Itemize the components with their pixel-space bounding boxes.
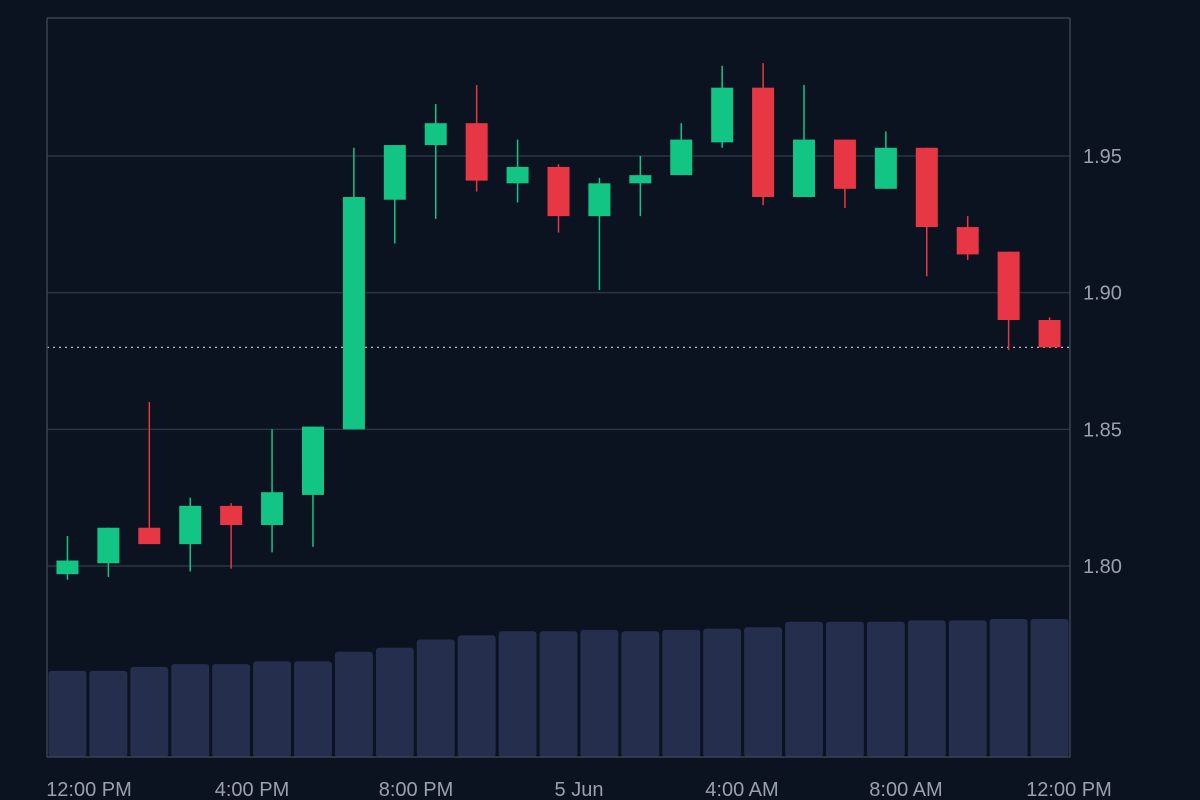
volume-bar	[785, 621, 823, 757]
candle-body	[383, 145, 406, 200]
y-tick-label: 1.80	[1083, 556, 1122, 578]
volume-bar	[457, 635, 496, 757]
candle-body	[138, 527, 161, 545]
volume-bar	[212, 664, 251, 757]
candle-body	[752, 87, 775, 197]
volume-bar	[580, 629, 619, 757]
volume-bar	[130, 666, 169, 757]
candle-body	[1038, 320, 1061, 348]
x-tick-label: 5 Jun	[555, 779, 604, 800]
volume-bar	[253, 661, 292, 757]
candle-body	[342, 197, 365, 430]
volume-bar	[539, 631, 578, 757]
candle-body	[793, 139, 816, 197]
x-tick-label: 8:00 PM	[379, 779, 453, 800]
y-tick-label: 1.85	[1083, 419, 1122, 441]
volume-bar	[989, 619, 1028, 757]
volume-bar	[621, 631, 660, 757]
volume-bar	[662, 629, 701, 757]
candle-body	[956, 227, 979, 255]
volume-bar	[907, 620, 946, 757]
candle-body	[670, 139, 693, 176]
candle-body	[179, 505, 202, 545]
volume-bar	[1030, 619, 1069, 757]
volume-bar	[498, 631, 537, 757]
x-tick-label: 4:00 PM	[215, 779, 289, 800]
x-tick-label: 8:00 AM	[869, 779, 942, 800]
candle-body	[588, 183, 611, 217]
volume-bar	[48, 670, 87, 757]
y-tick-label: 1.90	[1083, 283, 1122, 305]
volume-bar	[703, 628, 742, 757]
candle-body	[301, 426, 324, 495]
candle-body	[465, 123, 488, 181]
x-tick-label: 12:00 PM	[46, 779, 132, 800]
candle-body	[629, 175, 652, 184]
volume-bar	[294, 661, 332, 757]
volume-bar	[948, 620, 987, 757]
candle-body	[997, 251, 1020, 320]
candle-body	[220, 505, 243, 525]
x-tick-label: 4:00 AM	[705, 779, 778, 800]
candle-body	[711, 87, 734, 143]
volume-bar	[375, 647, 414, 757]
candle-body	[547, 166, 570, 217]
y-tick-label: 1.95	[1083, 146, 1122, 168]
volume-bar	[866, 621, 905, 757]
candle-body	[424, 123, 447, 146]
candle-body	[506, 166, 529, 184]
volume-bar	[744, 627, 783, 757]
candle-body	[915, 147, 938, 228]
candle-body	[874, 147, 897, 189]
candle-body	[56, 560, 79, 575]
volume-bar	[89, 670, 128, 757]
candle-body	[833, 139, 856, 189]
volume-bar	[825, 621, 864, 757]
candle-body	[97, 527, 120, 564]
x-tick-label: 12:00 PM	[1026, 779, 1112, 800]
volume-bar	[416, 639, 455, 757]
candle-body	[261, 492, 284, 525]
volume-bar	[171, 664, 210, 757]
volume-bar	[334, 651, 373, 757]
